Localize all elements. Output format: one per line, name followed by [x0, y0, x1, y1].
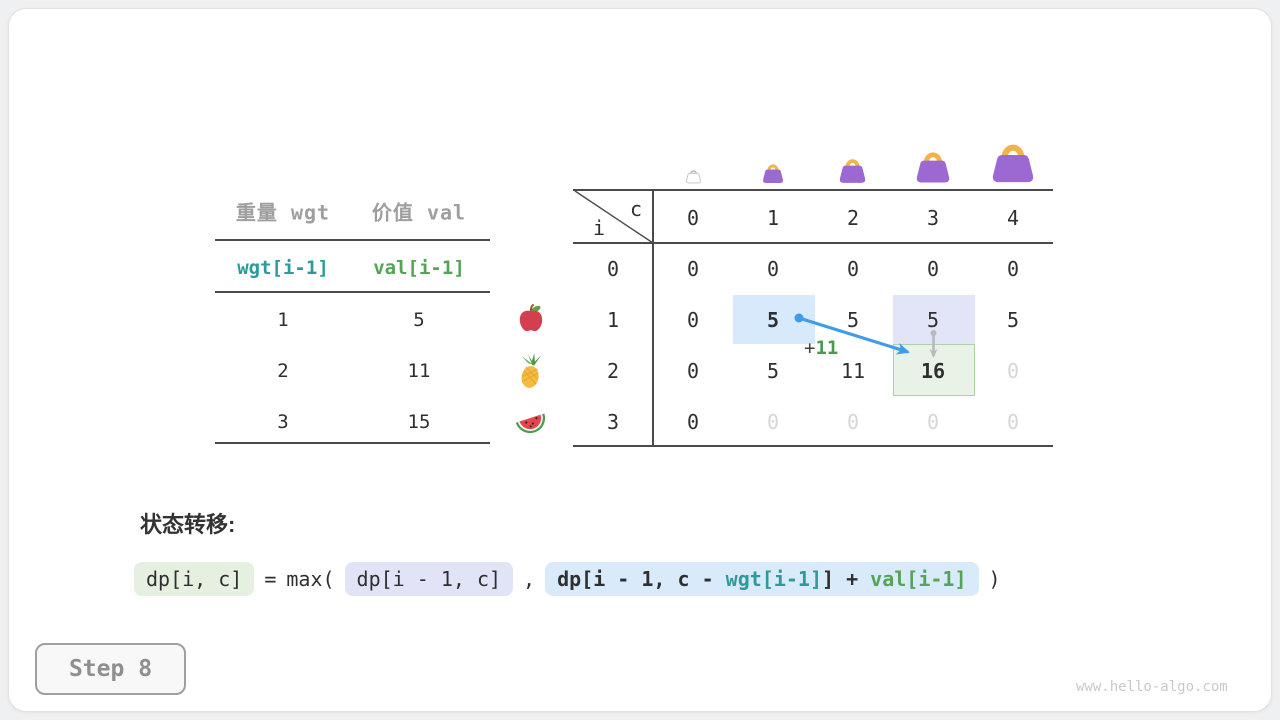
formula-comma: , [523, 567, 536, 591]
item-1-weight: 1 [277, 309, 289, 331]
dp-cell-3-1: 0 [766, 410, 780, 434]
site-url: www.hello-algo.com [1076, 679, 1228, 695]
bag-icon-size-4 [992, 144, 1034, 183]
bag-icon-size-3 [916, 152, 950, 183]
dp-col-header-0: 0 [686, 206, 700, 230]
dp-corner-col-label: c [629, 197, 643, 221]
dp-cell-3-2: 0 [846, 410, 860, 434]
dp-col-header-4: 4 [1006, 206, 1020, 230]
dp-cell-3-0: 0 [686, 410, 700, 434]
bag-icon-size-1 [763, 164, 783, 183]
formula-arg2-box: dp[i - 1, c - wgt[i-1]] + val[i-1] [545, 562, 979, 596]
item-2-value: 11 [407, 360, 431, 382]
formula-equals: = [264, 567, 277, 591]
add-operator: + [804, 337, 816, 359]
dp-col-header-1: 1 [766, 206, 780, 230]
dp-cell-2-2: 11 [840, 359, 866, 383]
dp-col-header-2: 2 [846, 206, 860, 230]
items-table-rule-mid [215, 291, 490, 293]
dp-cell-2-3: 16 [920, 359, 946, 383]
items-col-value-header: 价值 val [371, 200, 467, 225]
dp-cell-2-1: 5 [766, 359, 780, 383]
items-subheader-val: val[i-1] [373, 257, 465, 279]
dp-cell-0-2: 0 [846, 257, 860, 281]
dp-row-header-2: 2 [606, 359, 620, 383]
dp-cell-2-4: 0 [1006, 359, 1020, 383]
dp-col-header-3: 3 [926, 206, 940, 230]
items-table-rule-bottom [215, 442, 490, 444]
dp-rule-vertical [652, 189, 654, 447]
dp-cell-0-1: 0 [766, 257, 780, 281]
dp-rule-header [573, 242, 1053, 244]
watermelon-icon [515, 413, 545, 434]
items-subheader-wgt: wgt[i-1] [237, 257, 329, 279]
dp-cell-1-2: 5 [846, 308, 860, 332]
step-badge: Step 8 [35, 643, 186, 695]
items-table-rule-top [215, 239, 490, 241]
formula-arg2-val: val[i-1] [870, 567, 967, 591]
add-value-annotation: +11 [804, 337, 838, 359]
formula-arg2-mid: ] + [822, 567, 871, 591]
apple-icon [519, 304, 543, 332]
bag-icon-size-2 [839, 159, 866, 183]
dp-cell-2-0: 0 [686, 359, 700, 383]
item-2-weight: 2 [277, 360, 289, 382]
dp-cell-0-3: 0 [926, 257, 940, 281]
formula-max-open: max( [286, 567, 335, 591]
dp-cell-1-4: 5 [1006, 308, 1020, 332]
figure-card [8, 8, 1272, 712]
formula-lhs-box: dp[i, c] [134, 562, 255, 596]
dp-cell-0-4: 0 [1006, 257, 1020, 281]
dp-cell-1-0: 0 [686, 308, 700, 332]
pineapple-icon [521, 353, 542, 388]
dp-rule-top [573, 189, 1053, 191]
dp-row-header-1: 1 [606, 308, 620, 332]
formula-arg2-wgt: wgt[i-1] [725, 567, 822, 591]
transition-formula: dp[i, c] = max( dp[i - 1, c] , dp[i - 1,… [134, 562, 1001, 596]
formula-close-paren: ) [988, 567, 1001, 591]
item-3-weight: 3 [277, 411, 289, 433]
item-1-value: 5 [413, 309, 425, 331]
formula-arg1-box: dp[i - 1, c] [344, 562, 514, 596]
dp-cell-1-1: 5 [766, 308, 780, 332]
dp-cell-3-4: 0 [1006, 410, 1020, 434]
transition-title: 状态转移: [140, 512, 236, 537]
dp-corner-row-label: i [592, 216, 606, 240]
formula-arg2-prefix: dp[i - 1, c - [557, 567, 726, 591]
add-value: 11 [815, 337, 839, 359]
dp-cell-3-3: 0 [926, 410, 940, 434]
step-label: Step 8 [68, 656, 153, 682]
dp-cell-0-0: 0 [686, 257, 700, 281]
bag-icon-empty [686, 170, 701, 184]
dp-row-header-3: 3 [606, 410, 620, 434]
item-3-value: 15 [407, 411, 431, 433]
dp-rule-bottom [573, 445, 1053, 447]
dp-cell-1-3: 5 [926, 308, 940, 332]
dp-row-header-0: 0 [606, 257, 620, 281]
items-col-weight-header: 重量 wgt [235, 200, 331, 225]
